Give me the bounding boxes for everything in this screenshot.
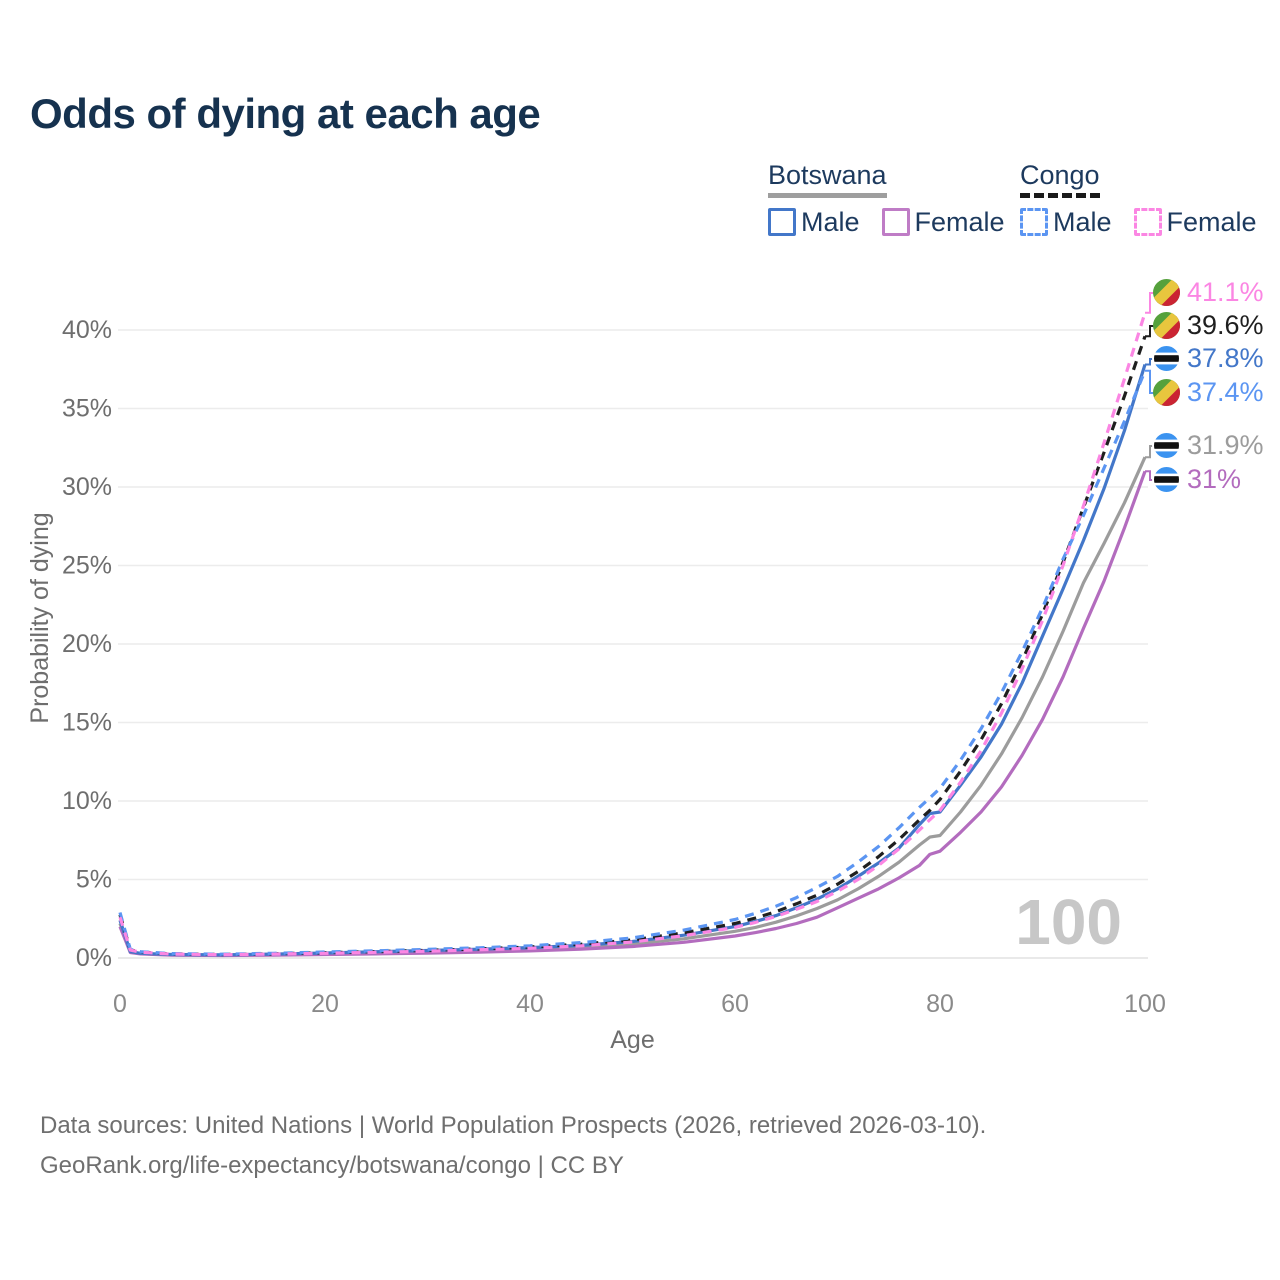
footer: Data sources: United Nations | World Pop… [40, 1106, 986, 1186]
series-line-congo-male[interactable] [118, 370, 1147, 956]
legend-item-label: Male [801, 207, 860, 237]
y-tick-label: 10% [62, 787, 112, 815]
legend-item-congo-female[interactable]: Female [1133, 207, 1257, 237]
page-title: Odds of dying at each age [30, 90, 541, 137]
y-axis-title: Probability of dying [26, 512, 54, 723]
y-tick-label: 15% [62, 709, 112, 737]
legend-group-title-congo[interactable]: Congo [1020, 160, 1100, 198]
legend-group-congo: Congo Male Female [1020, 160, 1257, 237]
legend-item-label: Male [1053, 207, 1112, 237]
legend-item-label: Female [1166, 207, 1257, 237]
line-swatch-icon [1133, 208, 1162, 236]
end-label-connector [1145, 325, 1155, 338]
footer-attribution[interactable]: GeoRank.org/life-expectancy/botswana/con… [40, 1152, 624, 1179]
x-tick-label: 100 [1124, 990, 1166, 1018]
age-counter-watermark: 100 [1015, 886, 1122, 958]
legend-item-label: Female [914, 207, 1005, 237]
legend-group-botswana: Botswana Male Female [768, 160, 1005, 237]
end-label-connector [1145, 445, 1155, 459]
legend-item-botswana-male[interactable]: Male [768, 207, 860, 237]
x-axis-title: Age [610, 1026, 654, 1054]
y-tick-label: 20% [62, 630, 112, 658]
legend-group-title-botswana[interactable]: Botswana [768, 160, 887, 198]
y-tick-label: 25% [62, 552, 112, 580]
end-label-connector [1145, 470, 1155, 481]
series-line-congo-both-sexes[interactable] [118, 335, 1147, 957]
series-line-botswana-male[interactable] [118, 364, 1147, 957]
x-tick-label: 0 [113, 990, 127, 1018]
x-tick-label: 60 [721, 990, 749, 1018]
y-tick-label: 30% [62, 473, 112, 501]
x-tick-label: 20 [311, 990, 339, 1018]
y-tick-label: 5% [76, 866, 112, 894]
end-label-connector [1145, 292, 1155, 314]
legend-item-botswana-female[interactable]: Female [881, 207, 1005, 237]
line-swatch-icon [1020, 208, 1048, 236]
footer-data-sources: Data sources: United Nations | World Pop… [40, 1112, 987, 1139]
y-tick-label: 40% [62, 316, 112, 344]
y-tick-label: 0% [76, 944, 112, 972]
x-tick-label: 80 [926, 990, 954, 1018]
series-line-botswana-both-sexes[interactable] [118, 456, 1147, 957]
y-tick-label: 35% [62, 395, 112, 423]
legend-item-congo-male[interactable]: Male [1020, 207, 1112, 237]
end-label-connector [1145, 358, 1155, 366]
line-swatch-icon [768, 208, 796, 236]
end-label-connector [1145, 369, 1155, 394]
line-swatch-icon [881, 208, 910, 236]
x-tick-label: 40 [516, 990, 544, 1018]
